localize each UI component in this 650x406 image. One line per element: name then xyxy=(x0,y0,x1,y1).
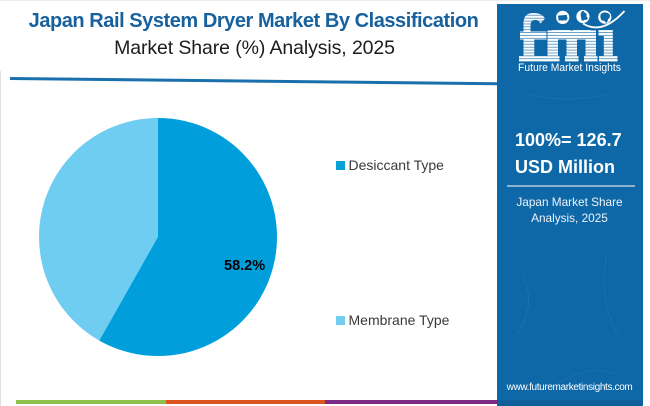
svg-text:Future Market Insights: Future Market Insights xyxy=(518,62,622,74)
